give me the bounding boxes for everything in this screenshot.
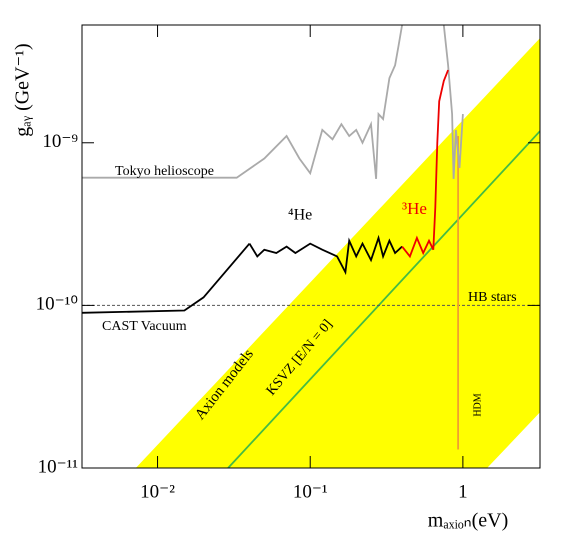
curve	[401, 69, 449, 259]
curve	[227, 130, 540, 468]
x-tick-label: 1	[458, 481, 468, 502]
series-label: HDM	[472, 393, 483, 416]
x-tick-label: 10⁻²	[140, 481, 175, 502]
series-label: HB stars	[468, 290, 517, 305]
series-label: CAST Vacuum	[102, 319, 187, 334]
curve	[82, 243, 251, 314]
x-tick-label: 10⁻¹	[293, 481, 328, 502]
x-axis-label: mₐₓᵢₒₙ(eV)	[428, 510, 508, 532]
curve	[82, 25, 464, 179]
frame	[81, 24, 541, 469]
y-axis-label: gₐᵧ (GeV⁻¹)	[12, 43, 34, 136]
y-tick-label: 10⁻⁹	[42, 131, 78, 152]
series-label: ⁴He	[288, 207, 312, 224]
y-tick-label: 10⁻¹¹	[38, 456, 79, 477]
y-tick-label: 10⁻¹⁰	[36, 294, 78, 315]
plot-area	[82, 25, 540, 468]
band	[135, 38, 540, 468]
series-label: ³He	[402, 199, 427, 218]
series-label: Tokyo helioscope	[115, 164, 214, 179]
curve	[248, 234, 403, 276]
